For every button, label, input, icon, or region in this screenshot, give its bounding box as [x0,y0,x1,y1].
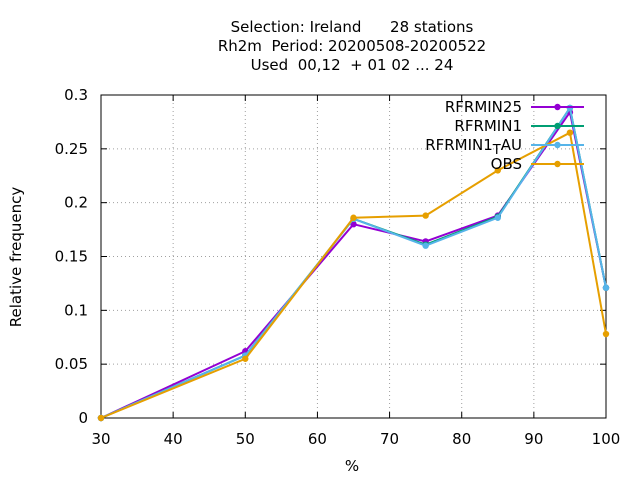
series-line [100,109,607,419]
legend-item: OBS [491,155,584,173]
x-tick-label: 100 [592,430,621,448]
y-axis: 0 0.05 0.1 0.15 0.2 0.25 0.3 [55,86,606,427]
data-point [242,355,249,362]
x-axis: 30 40 50 60 70 80 90 100 [91,95,620,448]
data-point [602,284,610,291]
y-axis-label: Relative frequency [7,187,25,328]
x-tick-label: 60 [308,430,327,448]
x-tick-label: 80 [452,430,471,448]
data-point [494,167,501,174]
y-tick-label: 0.25 [55,140,88,158]
legend-item: RFRMIN1TAU [425,136,584,158]
grid [101,95,606,418]
y-tick-label: 0.05 [55,355,88,373]
series-obs [97,129,610,422]
legend-item: RFRMIN25 [445,98,584,116]
series-rfrmin25 [97,109,610,422]
legend-swatch-point [554,122,561,130]
data-point [566,129,574,136]
x-tick-label: 30 [91,430,110,448]
legend-label: RFRMIN25 [445,98,522,116]
x-tick-label: 50 [236,430,255,448]
legend-label: RFRMIN1TAU [425,136,522,158]
title-line-3: Used 00,12 + 01 02 ... 24 [251,56,454,74]
x-axis-label: % [345,457,359,475]
data-point [422,212,429,219]
data-point [350,221,357,228]
x-tick-label: 90 [524,430,543,448]
legend-label: RFRMIN1 [454,117,522,135]
y-tick-label: 0.15 [55,248,88,266]
data-point [602,330,610,338]
legend-label: OBS [491,155,522,173]
title-line-2: Rh2m Period: 20200508-20200522 [218,37,486,55]
series-line [100,131,607,419]
data-point [350,214,357,221]
y-tick-label: 0.2 [64,194,88,212]
data-point [422,242,429,249]
legend-swatch-point [554,160,561,168]
chart-title: Selection: Ireland 28 stations Rh2m Peri… [218,18,486,74]
y-tick-label: 0 [78,409,88,427]
y-tick-label: 0.3 [64,86,88,104]
data-point [97,414,105,422]
title-line-1: Selection: Ireland 28 stations [231,18,474,36]
legend-swatch-point [554,103,561,111]
data-point [494,214,501,221]
legend-swatch-point [554,141,561,149]
y-tick-label: 0.1 [64,301,88,319]
x-tick-label: 70 [380,430,399,448]
x-tick-label: 40 [164,430,183,448]
series-group [97,104,610,422]
legend-item: RFRMIN1 [454,117,584,135]
